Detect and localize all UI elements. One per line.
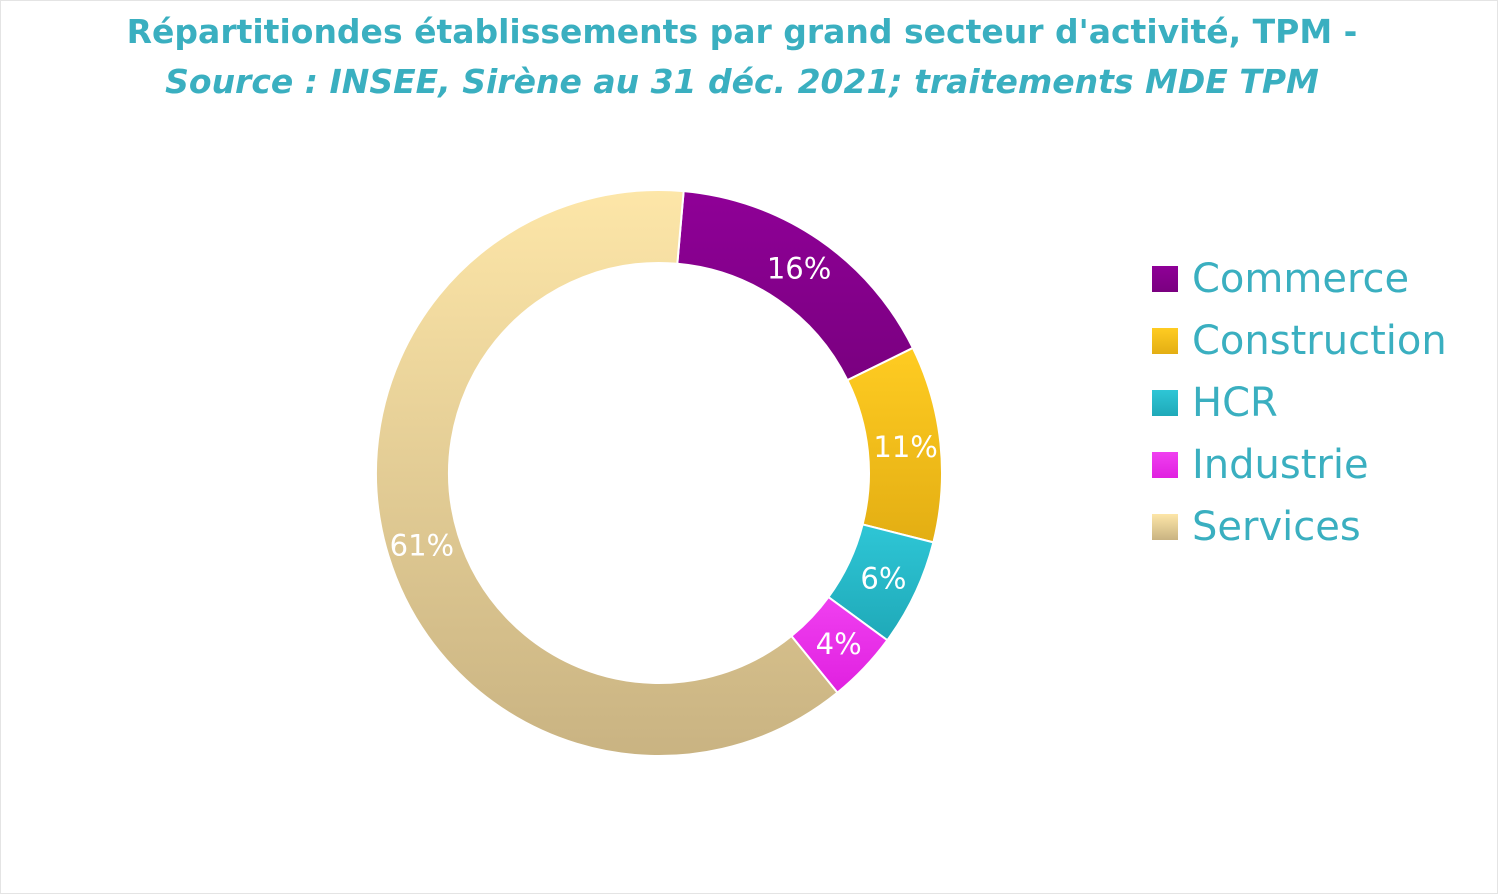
slice-services bbox=[375, 189, 839, 757]
legend: Commerce Construction HCR Industrie Services bbox=[1152, 248, 1447, 558]
legend-item-industrie: Industrie bbox=[1152, 434, 1447, 496]
legend-swatch-hcr bbox=[1152, 390, 1178, 416]
legend-swatch-services bbox=[1152, 514, 1178, 540]
data-label-services: 61% bbox=[390, 529, 454, 563]
legend-label-construction: Construction bbox=[1192, 318, 1447, 364]
chart-subtitle: Source : INSEE, Sirène au 31 déc. 2021; … bbox=[165, 62, 1319, 101]
legend-swatch-industrie bbox=[1152, 452, 1178, 478]
data-label-hcr: 6% bbox=[860, 562, 906, 596]
data-label-commerce: 16% bbox=[767, 251, 831, 285]
data-label-construction: 11% bbox=[873, 430, 937, 464]
legend-item-services: Services bbox=[1152, 496, 1447, 558]
legend-item-construction: Construction bbox=[1152, 310, 1447, 372]
legend-swatch-construction bbox=[1152, 328, 1178, 354]
slice-commerce bbox=[676, 189, 915, 382]
legend-swatch-commerce bbox=[1152, 266, 1178, 292]
legend-label-services: Services bbox=[1192, 504, 1361, 550]
legend-item-hcr: HCR bbox=[1152, 372, 1447, 434]
legend-label-industrie: Industrie bbox=[1192, 442, 1369, 488]
legend-label-commerce: Commerce bbox=[1192, 256, 1410, 302]
data-label-industrie: 4% bbox=[816, 627, 862, 661]
chart-title: Répartitiondes établissements par grand … bbox=[126, 12, 1358, 51]
legend-label-hcr: HCR bbox=[1192, 380, 1278, 426]
legend-item-commerce: Commerce bbox=[1152, 248, 1447, 310]
